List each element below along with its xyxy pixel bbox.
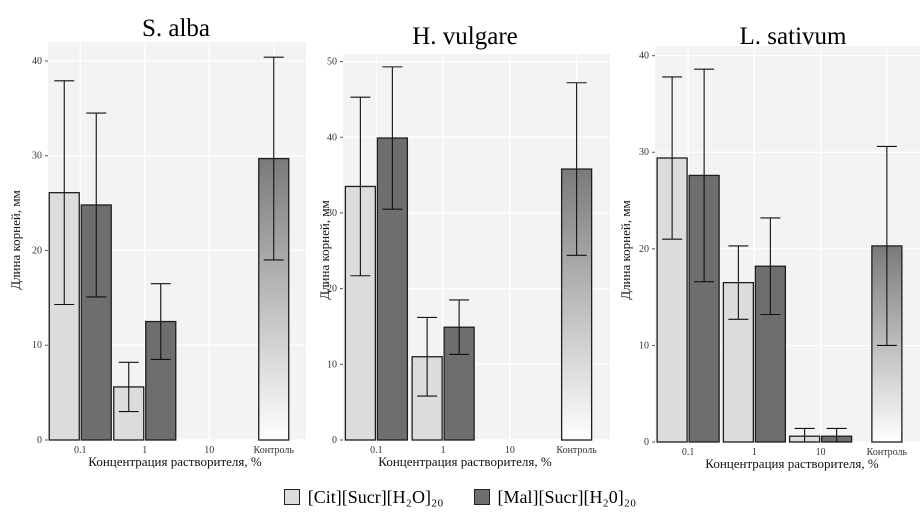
panel1-ytick-label: 0	[37, 435, 42, 446]
panel1-xtick-label: 1	[142, 445, 147, 456]
panel2-ytick-label: 20	[327, 284, 337, 295]
panel2-ylabel: Длина корней, мм	[317, 200, 332, 300]
legend-label-mal: [Mal][Sucr][H₂0]₂₀	[497, 486, 637, 507]
panel3-xtick-label: Контроль	[867, 447, 908, 458]
panel2-xtick-label: Контроль	[556, 445, 597, 456]
panel3-xtick-label: 0.1	[682, 447, 695, 458]
panel3-xtick-label: 10	[816, 447, 826, 458]
panel1-xtick-label: Контроль	[254, 445, 295, 456]
panel3-ytick-label: 0	[644, 437, 649, 448]
panel1-ytick-label: 40	[32, 56, 42, 67]
panel2-xtick-label: 1	[441, 445, 446, 456]
legend-item-cit: [Cit][Sucr][H₂O]₂₀	[283, 486, 444, 508]
panel3-title: L. sativum	[740, 23, 847, 50]
panel2-ytick-label: 30	[327, 208, 337, 219]
panel1-ytick-label: 20	[32, 245, 42, 256]
panel3-ytick-label: 30	[639, 147, 649, 158]
panel1-ytick-label: 30	[32, 151, 42, 162]
panel1-xtick-label: 0.1	[74, 445, 87, 456]
legend-swatch-mal	[473, 489, 490, 505]
panel2-title: H. vulgare	[412, 23, 518, 50]
panel1-title: S. alba	[142, 15, 210, 42]
legend-label-cit: [Cit][Sucr][H₂O]₂₀	[307, 486, 444, 507]
panel3-ytick-label: 20	[639, 244, 649, 255]
panel2-xtick-label: 10	[505, 445, 515, 456]
panel2-xtick-label: 0.1	[370, 445, 383, 456]
panel1-xtick-label: 10	[204, 445, 214, 456]
panel2-ytick-label: 0	[332, 435, 337, 446]
legend: [Cit][Sucr][H₂O]₂₀ [Mal][Sucr][H₂0]₂₀	[0, 484, 920, 510]
panel2-ytick-label: 40	[327, 132, 337, 143]
panel2-xlabel: Концентрация растворителя, %	[378, 454, 552, 469]
panel1-xlabel: Концентрация растворителя, %	[88, 454, 262, 469]
panel3-xtick-label: 1	[752, 447, 757, 458]
panel3-ytick-label: 40	[639, 51, 649, 62]
panel1-ytick-label: 10	[32, 340, 42, 351]
panel3-xlabel: Концентрация растворителя, %	[705, 456, 879, 471]
panel1-ylabel: Длина корней, мм	[8, 190, 23, 290]
legend-swatch-cit	[283, 489, 300, 505]
legend-item-mal: [Mal][Sucr][H₂0]₂₀	[473, 486, 637, 508]
panel2-ytick-label: 50	[327, 57, 337, 68]
panel2-ytick-label: 10	[327, 359, 337, 370]
panel3-ytick-label: 10	[639, 340, 649, 351]
panel3-ylabel: Длина корней, мм	[618, 200, 633, 300]
